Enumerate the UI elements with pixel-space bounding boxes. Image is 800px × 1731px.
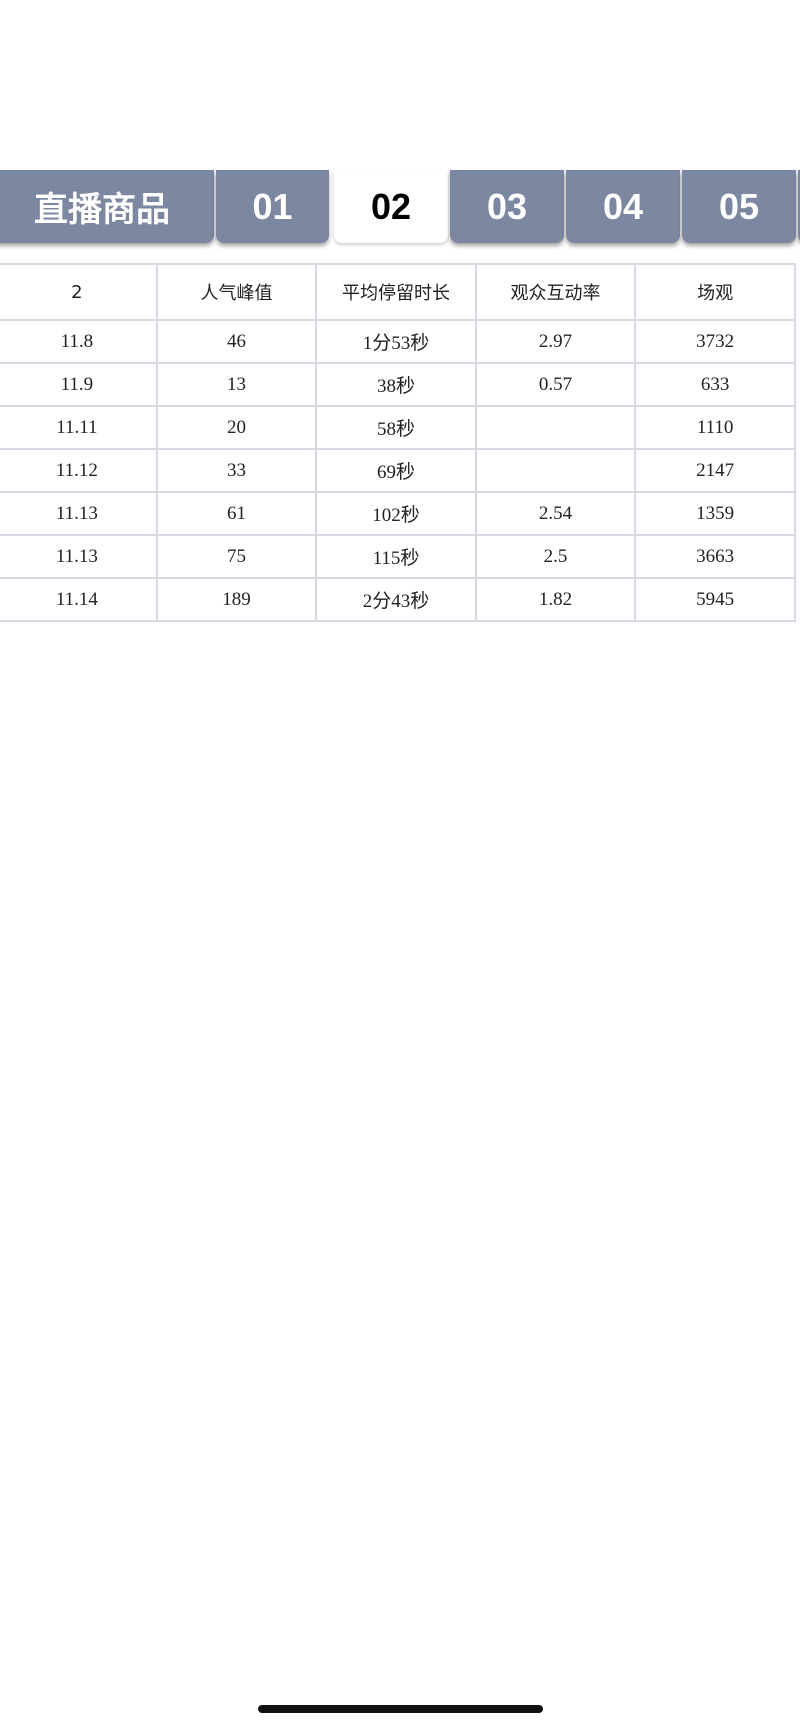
table-cell: 75 (155, 534, 318, 579)
header-cell: 场观 (634, 263, 796, 321)
tab-bar: 直播商品 01 02 03 04 05 (0, 170, 800, 243)
table-cell: 2.97 (474, 319, 637, 364)
table-header-row: 2 人气峰值 平均停留时长 观众互动率 场观 (0, 263, 796, 321)
home-indicator[interactable] (258, 1705, 543, 1713)
table-cell: 633 (634, 362, 796, 407)
table-cell: 13 (155, 362, 318, 407)
tab-01[interactable]: 01 (216, 170, 329, 243)
table-cell: 38秒 (315, 362, 477, 407)
table-cell: 69秒 (315, 448, 477, 493)
table-cell: 2分43秒 (315, 577, 477, 622)
table-row: 11.9 13 38秒 0.57 633 (0, 362, 796, 407)
table-row: 11.8 46 1分53秒 2.97 3732 (0, 319, 796, 364)
tab-02[interactable]: 02 (334, 170, 448, 243)
header-cell: 观众互动率 (474, 263, 637, 321)
table-cell: 1分53秒 (315, 319, 477, 364)
table-cell: 5945 (634, 577, 796, 622)
table-row: 11.12 33 69秒 2147 (0, 448, 796, 493)
tab-05[interactable]: 05 (682, 170, 796, 243)
header-cell: 人气峰值 (155, 263, 318, 321)
table-cell (474, 405, 637, 450)
table-row: 11.13 75 115秒 2.5 3663 (0, 534, 796, 579)
table-cell: 3663 (634, 534, 796, 579)
table-cell: 115秒 (315, 534, 477, 579)
table-cell: 2147 (634, 448, 796, 493)
header-cell: 平均停留时长 (315, 263, 477, 321)
table-cell: 58秒 (315, 405, 477, 450)
table-cell: 2.54 (474, 491, 637, 536)
tab-live-products[interactable]: 直播商品 (0, 170, 214, 243)
table-cell: 61 (155, 491, 318, 536)
table-cell: 11.13 (0, 534, 158, 579)
tab-03[interactable]: 03 (450, 170, 564, 243)
table-cell: 2.5 (474, 534, 637, 579)
header-cell: 2 (0, 263, 158, 321)
table-cell: 11.12 (0, 448, 158, 493)
table-cell: 11.8 (0, 319, 158, 364)
table-cell: 11.9 (0, 362, 158, 407)
table-cell: 11.14 (0, 577, 158, 622)
table-cell: 20 (155, 405, 318, 450)
table-cell (474, 448, 637, 493)
table-cell: 0.57 (474, 362, 637, 407)
table-cell: 11.11 (0, 405, 158, 450)
table-cell: 11.13 (0, 491, 158, 536)
data-table: 2 人气峰值 平均停留时长 观众互动率 场观 11.8 46 1分53秒 2.97 37… (0, 263, 796, 622)
table-cell: 189 (155, 577, 318, 622)
table-cell: 33 (155, 448, 318, 493)
table-row: 11.14 189 2分43秒 1.82 5945 (0, 577, 796, 622)
table-row: 11.13 61 102秒 2.54 1359 (0, 491, 796, 536)
table-cell: 102秒 (315, 491, 477, 536)
tab-04[interactable]: 04 (566, 170, 680, 243)
table-cell: 46 (155, 319, 318, 364)
tab-overflow[interactable] (798, 170, 800, 243)
table-row: 11.11 20 58秒 1110 (0, 405, 796, 450)
table-cell: 3732 (634, 319, 796, 364)
table-cell: 1359 (634, 491, 796, 536)
table-cell: 1.82 (474, 577, 637, 622)
table-cell: 1110 (634, 405, 796, 450)
